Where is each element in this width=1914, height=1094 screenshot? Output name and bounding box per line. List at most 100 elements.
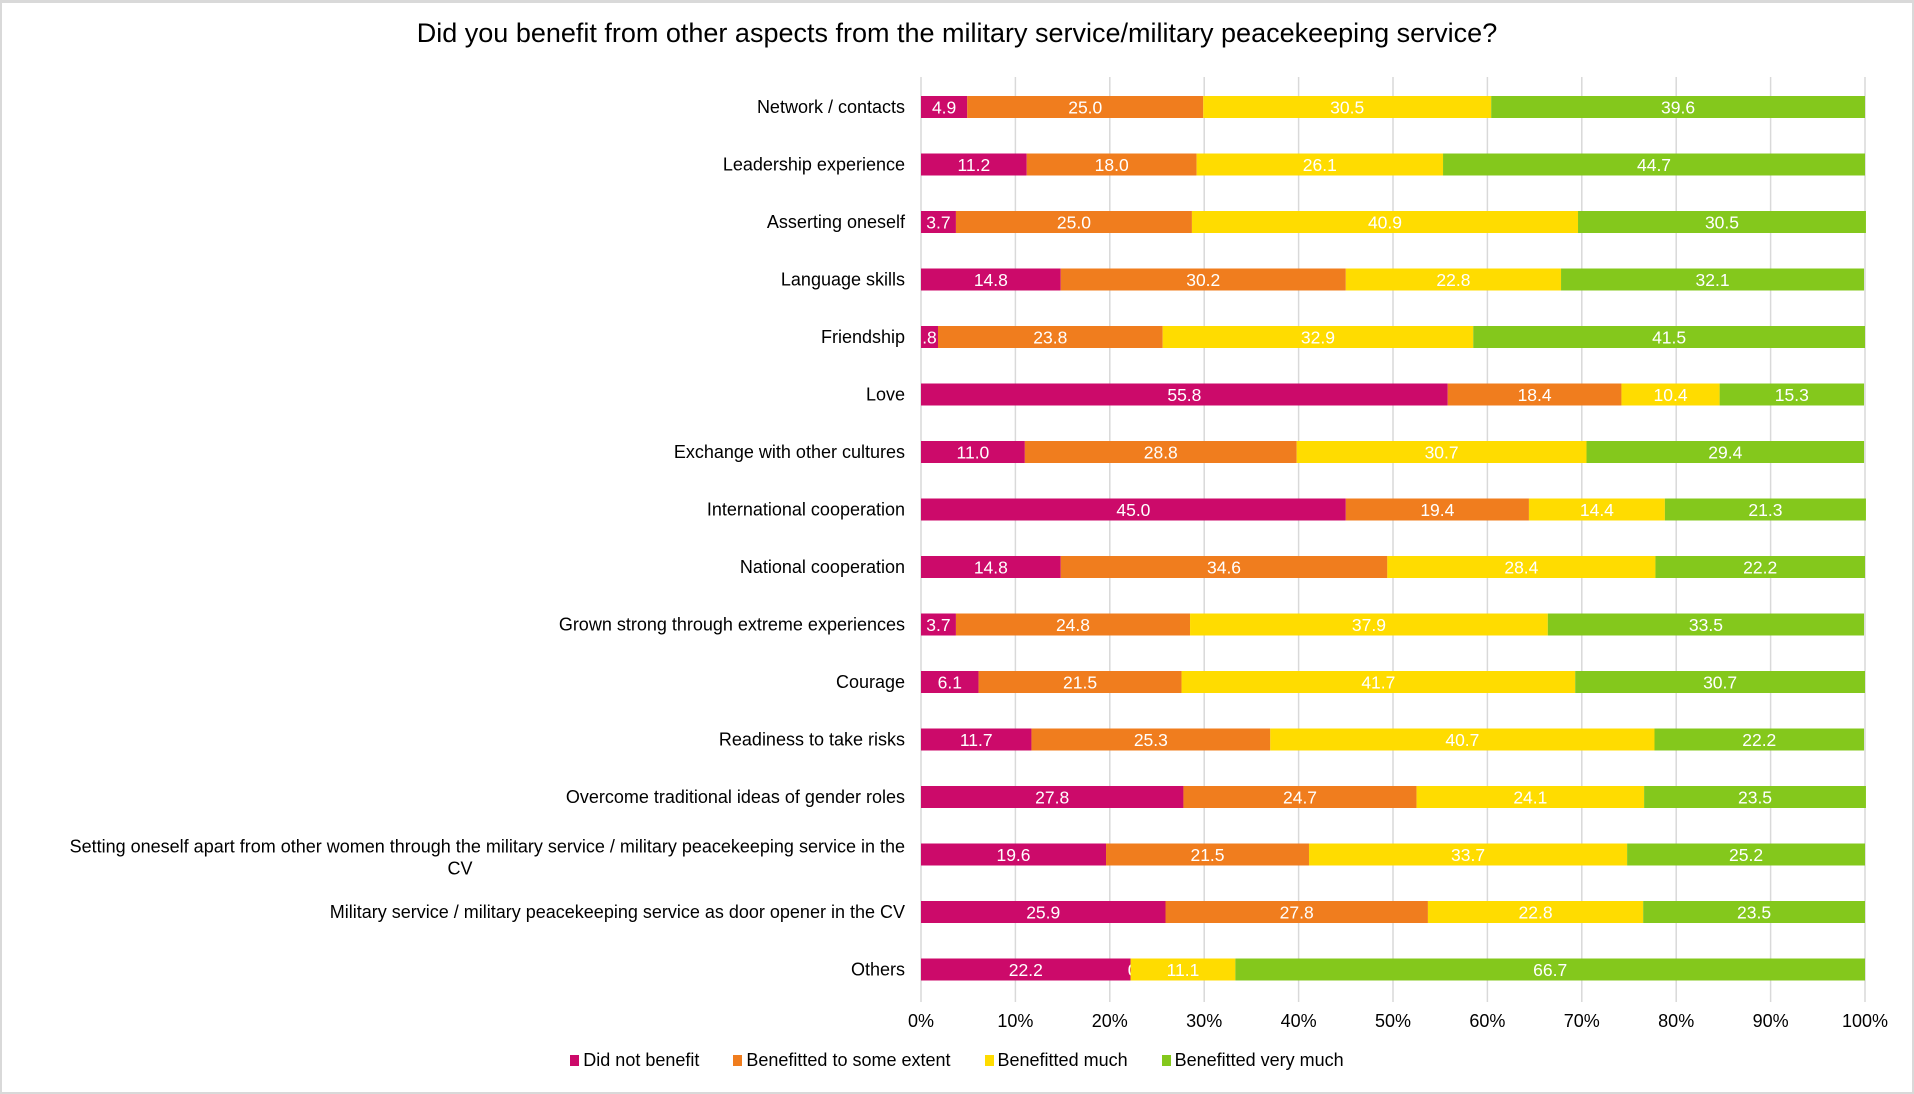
- x-tick-label: 50%: [1375, 1011, 1411, 1031]
- bar-segment: [921, 901, 1166, 923]
- bar-segment: [921, 96, 968, 118]
- x-tick-label: 60%: [1469, 1011, 1505, 1031]
- x-tick-label: 30%: [1186, 1011, 1222, 1031]
- bar-segment: [1296, 441, 1587, 463]
- data-label: 19.4: [1420, 500, 1454, 520]
- category-label: Courage: [836, 672, 905, 692]
- x-tick-label: 70%: [1564, 1011, 1600, 1031]
- bar-segment: [1575, 671, 1865, 693]
- data-label: 19.6: [996, 845, 1030, 865]
- category-label: Love: [866, 385, 905, 405]
- data-label: 39.6: [1661, 98, 1695, 118]
- data-label: 14.8: [974, 558, 1008, 578]
- category-label: Military service / military peacekeeping…: [330, 902, 905, 922]
- data-label: 15.3: [1775, 385, 1809, 405]
- bar-segment: [921, 613, 956, 636]
- bar-row: 14.8 30.2 22.8 32.1: [921, 268, 1865, 291]
- data-label: 22.2: [1009, 960, 1043, 980]
- bar-row: 4.9 25.0 30.5 39.6: [921, 96, 1865, 118]
- data-label: 41.7: [1361, 673, 1395, 693]
- bar-segment: [967, 96, 1204, 118]
- bar-segment: [1719, 383, 1865, 406]
- bar-segment: [1060, 556, 1388, 578]
- bar-segment: [1203, 96, 1492, 118]
- data-label: 14.4: [1580, 500, 1614, 520]
- data-label: 30.2: [1186, 270, 1220, 290]
- bar-segment: [1190, 613, 1548, 636]
- data-label: 24.1: [1513, 788, 1547, 808]
- data-label: 55.8: [1167, 385, 1201, 405]
- data-label: 33.5: [1689, 615, 1723, 635]
- bar-segment: [1416, 786, 1645, 808]
- category-label: Setting oneself apart from other women t…: [70, 837, 905, 857]
- bar-segment: [1191, 211, 1579, 233]
- bar-segment: [1447, 383, 1622, 406]
- category-label: Language skills: [781, 270, 905, 290]
- category-label: Overcome traditional ideas of gender rol…: [566, 787, 905, 807]
- bar-segment: [1106, 843, 1309, 866]
- bar-segment: [1235, 958, 1865, 981]
- bar-segment: [1586, 441, 1865, 463]
- data-label: 11.7: [960, 730, 993, 750]
- data-label: 30.7: [1703, 673, 1737, 693]
- bar-segment: [921, 211, 956, 233]
- category-label: Network / contacts: [757, 97, 905, 117]
- data-label: 23.5: [1738, 788, 1772, 808]
- x-tick-label: 10%: [997, 1011, 1033, 1031]
- bar-segment: [1643, 901, 1865, 923]
- data-label: 30.5: [1705, 213, 1739, 233]
- data-label: 40.7: [1445, 730, 1479, 750]
- data-label: 23.8: [1033, 328, 1067, 348]
- bar-segment: [921, 153, 1027, 176]
- bar-row: 3.7 24.8 37.9 33.5: [921, 613, 1865, 636]
- bar-segment: [1181, 671, 1576, 693]
- bar-row: 3.7 25.0 40.9 30.5: [921, 211, 1866, 233]
- data-label: 25.3: [1134, 730, 1168, 750]
- bar-segment: [1561, 268, 1865, 291]
- bar-row: 19.6 21.5 33.7 25.2: [921, 843, 1865, 866]
- legend-label: Benefitted to some extent: [746, 1050, 951, 1070]
- data-label: 18.0: [1095, 155, 1129, 175]
- bar-segment: [1528, 498, 1665, 521]
- category-label: Asserting oneself: [767, 212, 906, 232]
- bar-segment: [955, 613, 1191, 636]
- bar-segment: [1491, 96, 1865, 118]
- bar-segment: [921, 556, 1061, 578]
- data-label: 44.7: [1637, 155, 1671, 175]
- legend-label: Benefitted much: [997, 1050, 1128, 1070]
- data-label: 22.2: [1742, 730, 1776, 750]
- bar-segment: [1165, 901, 1428, 923]
- data-label: 32.9: [1301, 328, 1335, 348]
- bars: 4.9 25.0 30.5 39.6 11.2 18.0 26.1 44.7 3.7 25.0 40…: [921, 96, 1866, 981]
- bar-segment: [1345, 268, 1562, 291]
- category-label: International cooperation: [707, 500, 905, 520]
- legend-item: Benefitted much: [984, 1050, 1128, 1071]
- data-label: 22.8: [1436, 270, 1470, 290]
- bar-segment: [1162, 326, 1474, 348]
- bar-segment: [955, 211, 1192, 233]
- data-label: 25.9: [1026, 903, 1060, 923]
- x-tick-label: 40%: [1281, 1011, 1317, 1031]
- chart-title: Did you benefit from other aspects from …: [416, 18, 1498, 48]
- data-label: 32.1: [1696, 270, 1730, 290]
- bar-segment: [1026, 153, 1197, 176]
- data-label: 18.4: [1518, 385, 1552, 405]
- bar-row: 27.8 24.7 24.1 23.5: [921, 786, 1866, 808]
- bar-segment: [1183, 786, 1417, 808]
- data-label: 21.5: [1063, 673, 1097, 693]
- data-label: 3.7: [926, 213, 950, 233]
- category-label: Readiness to take risks: [719, 730, 905, 750]
- data-label: 23.5: [1737, 903, 1771, 923]
- data-label: 11.2: [957, 155, 990, 175]
- bar-segment: [1270, 728, 1655, 751]
- bar-segment: [1427, 901, 1644, 923]
- legend: Did not benefit Benefitted to some extent…: [0, 1050, 1914, 1071]
- bar-segment: [1627, 843, 1865, 866]
- bar-row: 45.0 19.4 14.4 21.3: [921, 498, 1866, 521]
- data-label: 34.6: [1207, 558, 1241, 578]
- bar-segment: [937, 326, 1163, 348]
- data-label: 28.4: [1504, 558, 1538, 578]
- data-label: 3.7: [926, 615, 950, 635]
- bar-segment: [1031, 728, 1271, 751]
